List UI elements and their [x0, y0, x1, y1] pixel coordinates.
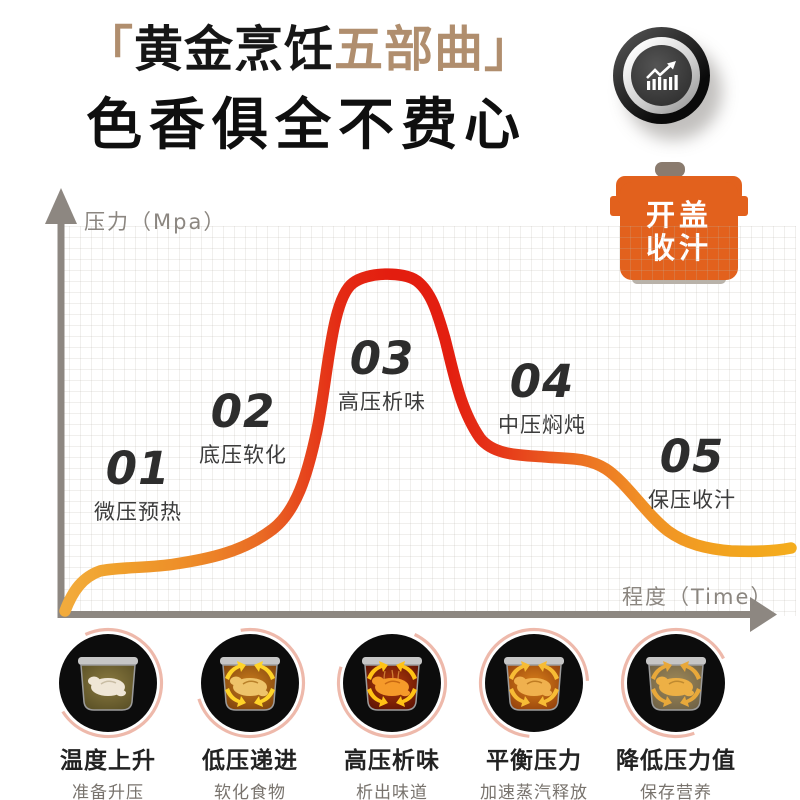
title-accent: 五部曲: [334, 21, 485, 78]
step-item-2: 低压递进 软化食物: [175, 627, 325, 800]
step-title: 温度上升: [60, 748, 156, 774]
bracket-left: 「: [84, 21, 135, 78]
stage-label-03: 03 高压析味: [317, 336, 447, 416]
trend-button-face: [631, 45, 692, 106]
trend-button: [613, 27, 710, 124]
step-title: 平衡压力: [486, 748, 582, 774]
stage-text: 中压焖炖: [498, 413, 586, 437]
pot-icon-graphic: [478, 627, 590, 739]
stage-label-01: 01 微压预热: [73, 446, 203, 526]
y-axis-label: 压力（Mpa）: [84, 210, 227, 234]
stage-text: 高压析味: [338, 390, 426, 414]
pot-icon: [478, 627, 590, 739]
step-subtitle: 保存营养: [640, 783, 712, 800]
step-title: 高压析味: [344, 748, 440, 774]
cooker-badge: 开盖 收汁: [606, 158, 752, 290]
step-item-1: 温度上升 准备升压: [33, 627, 183, 800]
trend-button-ring: [623, 37, 700, 114]
step-item-3: 高压析味 析出味道: [317, 627, 467, 800]
stage-number: 01: [105, 442, 171, 495]
stage-label-02: 02 底压软化: [178, 389, 308, 469]
stage-number: 03: [349, 332, 415, 385]
pot-icon: [336, 627, 448, 739]
step-subtitle: 析出味道: [356, 783, 428, 800]
step-title: 降低压力值: [616, 748, 736, 774]
stage-text: 底压软化: [199, 443, 287, 467]
cooker-label-line1: 开盖: [645, 198, 712, 232]
stage-label-04: 04 中压焖炖: [477, 359, 607, 439]
page-title: 「黄金烹饪五部曲」: [84, 10, 534, 81]
step-subtitle: 加速蒸汽释放: [480, 783, 588, 800]
x-axis-label: 程度（Time）: [622, 585, 774, 609]
pot-icon: [620, 627, 732, 739]
step-subtitle: 准备升压: [72, 783, 144, 800]
pot-icon-graphic: [52, 627, 164, 739]
y-axis-arrow-icon: [45, 188, 77, 224]
pot-icon: [52, 627, 164, 739]
chart-grid: [58, 226, 796, 616]
trend-chart-icon: [645, 60, 678, 90]
bracket-right: 」: [484, 21, 535, 78]
step-subtitle: 软化食物: [214, 783, 286, 800]
pot-icon-graphic: [336, 627, 448, 739]
step-item-5: 降低压力值 保存营养: [601, 627, 751, 800]
step-item-4: 平衡压力 加速蒸汽释放: [459, 627, 609, 800]
stage-number: 04: [509, 355, 575, 408]
cooker-label-line2: 收汁: [606, 232, 752, 265]
stage-text: 微压预热: [94, 500, 182, 524]
title-main: 黄金烹饪: [134, 21, 335, 78]
stage-label-05: 05 保压收汁: [627, 434, 757, 514]
pot-icon: [194, 627, 306, 739]
step-title: 低压递进: [202, 748, 298, 774]
stage-number: 02: [210, 385, 276, 438]
pot-icon-graphic: [194, 627, 306, 739]
pot-icon-graphic: [620, 627, 732, 739]
cooker-badge-label: 开盖 收汁: [606, 199, 752, 265]
page-subtitle: 色香俱全不费心: [86, 93, 527, 158]
stage-number: 05: [659, 430, 725, 483]
stage-text: 保压收汁: [648, 488, 736, 512]
